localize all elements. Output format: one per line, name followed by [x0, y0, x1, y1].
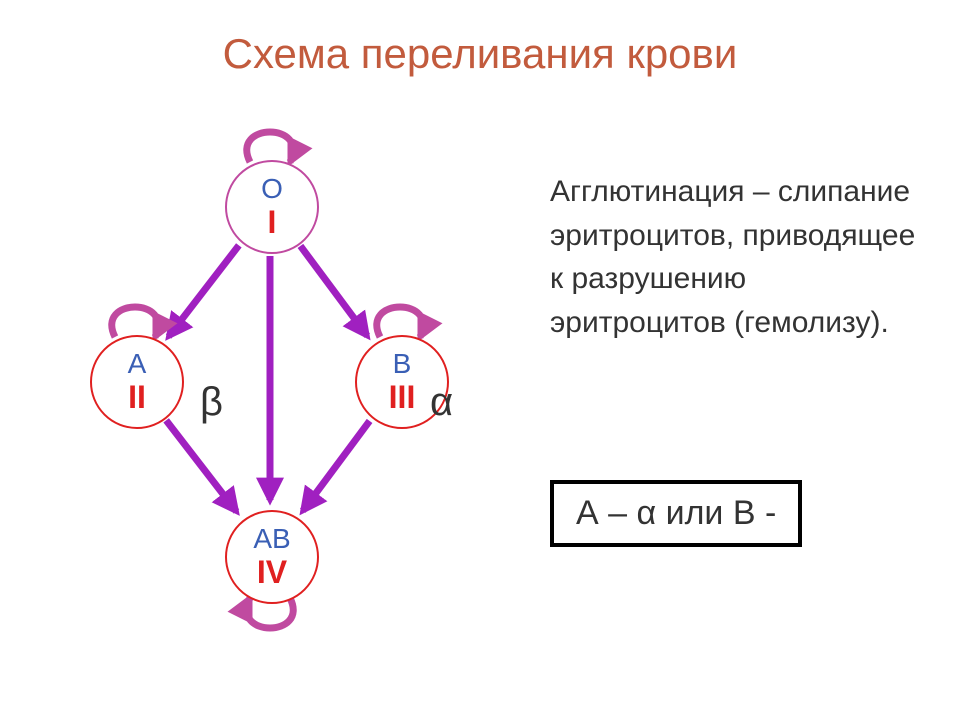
beta-label: β — [200, 380, 223, 425]
self-loop-A — [112, 307, 158, 337]
node-letter: O — [261, 174, 283, 205]
edge-O-B — [300, 246, 367, 336]
node-letter: A — [128, 349, 147, 380]
edge-B-AB — [303, 421, 370, 511]
node-AB: ABIV — [225, 510, 319, 604]
node-roman: IV — [257, 555, 287, 590]
node-letter: B — [393, 349, 412, 380]
node-roman: I — [268, 205, 277, 240]
node-A: AII — [90, 335, 184, 429]
self-loop-O — [247, 132, 293, 162]
self-loop-B — [377, 307, 423, 337]
edge-O-A — [169, 245, 239, 336]
edge-A-AB — [166, 420, 236, 511]
node-O: OI — [225, 160, 319, 254]
formula-box: А – α или В - — [550, 480, 802, 547]
node-letter: AB — [253, 524, 290, 555]
agglutination-description: Агглютинация – слипание эритроцитов, при… — [550, 170, 930, 344]
node-roman: II — [128, 380, 146, 415]
node-roman: III — [389, 380, 416, 415]
transfusion-diagram: OIAIIBIIIABIVβα — [50, 110, 490, 670]
page-title: Схема переливания крови — [0, 30, 960, 78]
alpha-label: α — [430, 380, 453, 425]
